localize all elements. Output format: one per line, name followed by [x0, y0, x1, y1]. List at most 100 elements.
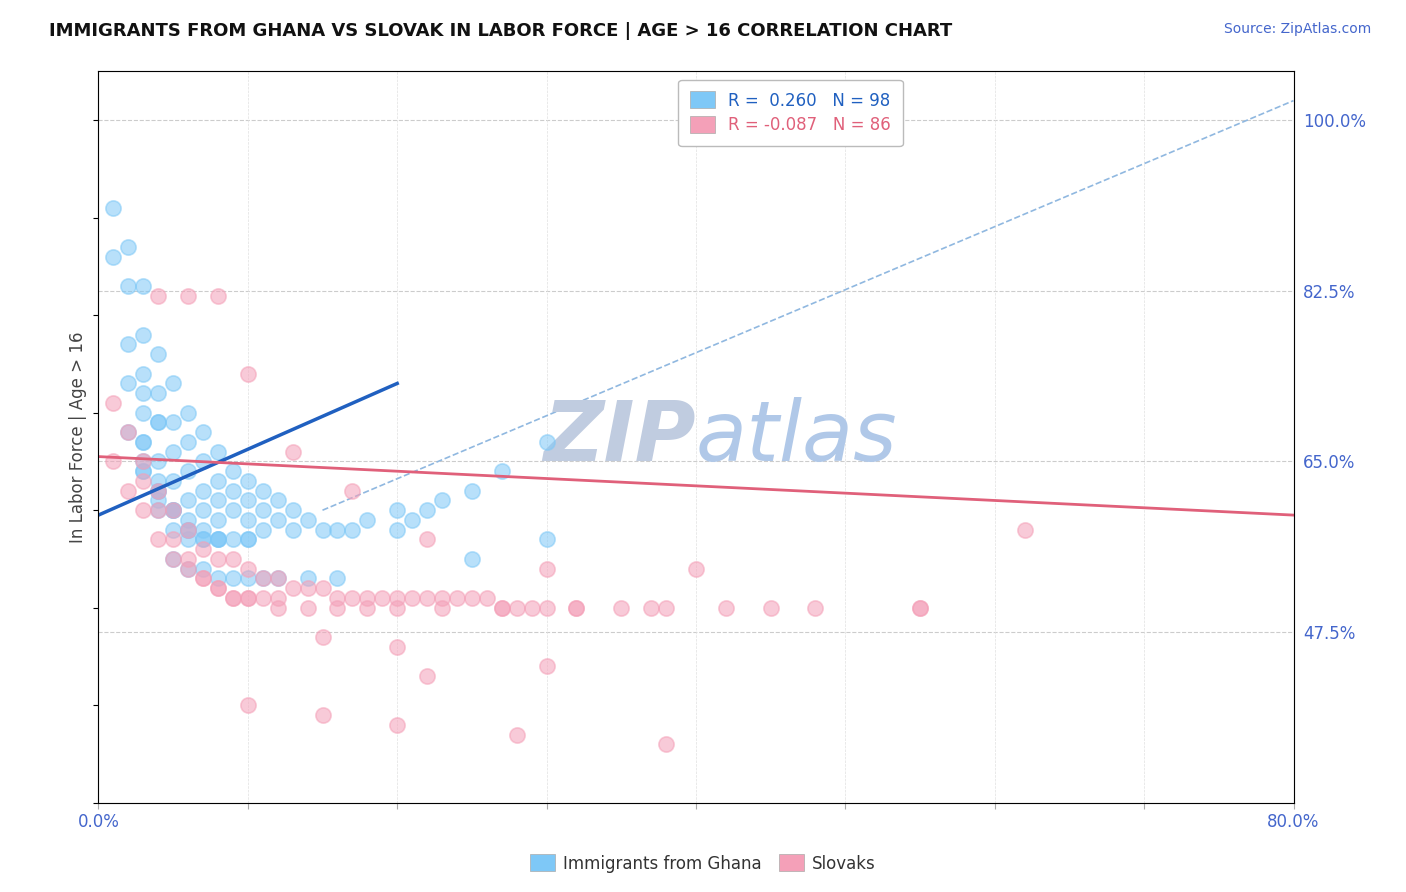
Point: [401, 513, 423, 527]
Point: [177, 552, 200, 566]
Point: [416, 503, 439, 517]
Point: [207, 581, 229, 595]
Point: [207, 581, 229, 595]
Point: [236, 572, 259, 586]
Point: [252, 572, 274, 586]
Point: [148, 533, 170, 547]
Point: [148, 288, 170, 302]
Point: [311, 581, 333, 595]
Point: [236, 562, 259, 576]
Point: [356, 591, 378, 605]
Point: [267, 591, 290, 605]
Point: [267, 572, 290, 586]
Point: [132, 464, 155, 478]
Point: [416, 669, 439, 683]
Point: [191, 562, 214, 576]
Point: [132, 327, 155, 342]
Point: [236, 367, 259, 381]
Point: [416, 591, 439, 605]
Point: [132, 503, 155, 517]
Point: [162, 503, 184, 517]
Text: Source: ZipAtlas.com: Source: ZipAtlas.com: [1223, 22, 1371, 37]
Point: [311, 630, 333, 644]
Legend: R =  0.260   N = 98, R = -0.087   N = 86: R = 0.260 N = 98, R = -0.087 N = 86: [678, 79, 903, 146]
Point: [148, 416, 170, 430]
Point: [385, 640, 409, 654]
Point: [252, 572, 274, 586]
Point: [281, 581, 304, 595]
Point: [491, 600, 513, 615]
Point: [132, 434, 155, 449]
Point: [207, 572, 229, 586]
Point: [117, 376, 139, 391]
Point: [326, 591, 349, 605]
Text: ZIP: ZIP: [543, 397, 696, 477]
Point: [640, 600, 662, 615]
Point: [236, 513, 259, 527]
Point: [132, 386, 155, 401]
Point: [655, 737, 678, 751]
Point: [132, 474, 155, 488]
Point: [655, 600, 678, 615]
Point: [297, 581, 319, 595]
Point: [565, 600, 588, 615]
Point: [236, 533, 259, 547]
Point: [342, 523, 364, 537]
Point: [132, 367, 155, 381]
Point: [162, 552, 184, 566]
Point: [191, 533, 214, 547]
Point: [177, 533, 200, 547]
Point: [177, 523, 200, 537]
Point: [162, 523, 184, 537]
Point: [461, 591, 484, 605]
Point: [103, 454, 125, 468]
Point: [342, 483, 364, 498]
Y-axis label: In Labor Force | Age > 16: In Labor Force | Age > 16: [69, 331, 87, 543]
Point: [162, 474, 184, 488]
Text: IMMIGRANTS FROM GHANA VS SLOVAK IN LABOR FORCE | AGE > 16 CORRELATION CHART: IMMIGRANTS FROM GHANA VS SLOVAK IN LABOR…: [49, 22, 952, 40]
Point: [267, 572, 290, 586]
Point: [148, 454, 170, 468]
Point: [222, 503, 245, 517]
Point: [281, 503, 304, 517]
Point: [311, 523, 333, 537]
Point: [536, 533, 558, 547]
Point: [222, 464, 245, 478]
Point: [117, 279, 139, 293]
Legend: Immigrants from Ghana, Slovaks: Immigrants from Ghana, Slovaks: [523, 847, 883, 880]
Point: [236, 591, 259, 605]
Point: [236, 474, 259, 488]
Point: [177, 562, 200, 576]
Point: [162, 552, 184, 566]
Point: [520, 600, 543, 615]
Point: [207, 533, 229, 547]
Point: [191, 454, 214, 468]
Point: [177, 464, 200, 478]
Point: [132, 454, 155, 468]
Point: [162, 444, 184, 458]
Point: [342, 591, 364, 605]
Point: [222, 533, 245, 547]
Point: [281, 523, 304, 537]
Point: [177, 406, 200, 420]
Point: [297, 513, 319, 527]
Point: [401, 591, 423, 605]
Point: [475, 591, 498, 605]
Point: [461, 552, 484, 566]
Point: [177, 288, 200, 302]
Point: [207, 444, 229, 458]
Point: [491, 464, 513, 478]
Point: [804, 600, 827, 615]
Point: [148, 347, 170, 361]
Point: [222, 572, 245, 586]
Point: [685, 562, 707, 576]
Point: [177, 523, 200, 537]
Point: [117, 240, 139, 254]
Point: [297, 572, 319, 586]
Point: [207, 533, 229, 547]
Point: [191, 572, 214, 586]
Point: [148, 474, 170, 488]
Point: [117, 425, 139, 440]
Point: [162, 503, 184, 517]
Point: [148, 416, 170, 430]
